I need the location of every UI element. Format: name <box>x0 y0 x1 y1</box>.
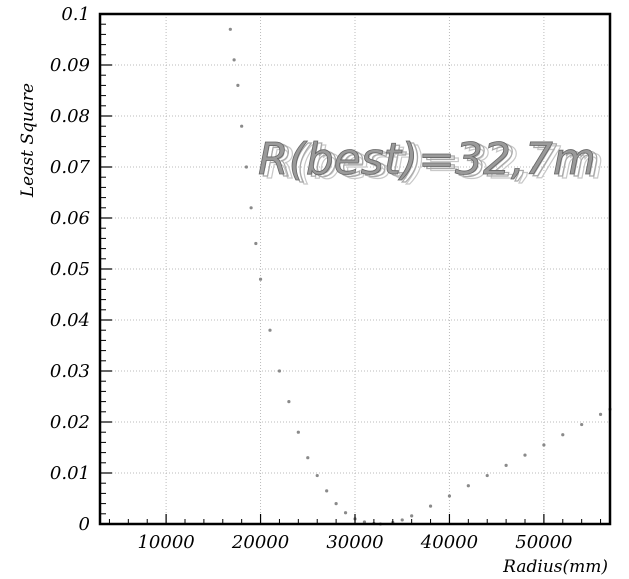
data-point <box>258 277 263 281</box>
y-axis: 0 0.01 0.02 0.03 0.04 0.05 0.06 0.07 0.08 0.09 0.1 <box>50 4 112 535</box>
data-point <box>542 443 546 447</box>
data-point <box>315 473 319 478</box>
y-tick-label: 0.04 <box>50 310 90 331</box>
data-point <box>296 430 300 434</box>
x-tick-label: 20000 <box>231 532 289 553</box>
data-series <box>228 27 612 526</box>
data-point <box>466 484 470 488</box>
data-point <box>268 328 272 332</box>
data-point <box>485 473 489 478</box>
data-point <box>523 453 527 457</box>
y-tick-label: 0.03 <box>50 361 90 382</box>
y-tick-label: 0.07 <box>50 157 91 178</box>
y-axis-title: Least Square <box>18 83 38 198</box>
x-axis-title: Radius(mm) <box>502 557 608 577</box>
data-point <box>244 165 248 169</box>
data-point <box>236 83 240 87</box>
annotation-shadow-1: R(best)=32,7m <box>262 136 600 187</box>
data-point <box>400 518 404 522</box>
y-tick-label: 0.09 <box>50 55 90 76</box>
y-tick-label: 0.02 <box>50 412 90 433</box>
data-point <box>232 58 236 62</box>
data-point <box>580 422 584 427</box>
annotation-text: R(best)=32,7m <box>258 134 596 185</box>
y-tick-label: 0.05 <box>50 259 90 280</box>
y-tick-label: 0 <box>79 514 90 535</box>
data-point <box>428 504 433 508</box>
data-point <box>249 206 253 210</box>
x-tick-label: 50000 <box>515 532 572 553</box>
x-axis: 10000 20000 30000 40000 50000 <box>108 514 602 553</box>
data-point <box>410 514 414 518</box>
data-point <box>287 400 291 404</box>
x-tick-label: 40000 <box>420 532 478 553</box>
data-point <box>343 511 348 515</box>
data-point <box>306 456 310 460</box>
data-point <box>447 494 452 498</box>
data-point <box>598 412 603 416</box>
data-point <box>277 369 282 373</box>
best-radius-annotation: R(best)=32,7m R(best)=32,7m R(best)=32,7… <box>258 134 605 190</box>
grid-lines <box>100 14 610 524</box>
data-point <box>561 433 565 437</box>
data-point <box>240 124 244 128</box>
data-point <box>325 489 329 493</box>
y-tick-label: 0.01 <box>50 463 90 484</box>
data-point <box>334 502 338 506</box>
y-tick-label: 0.06 <box>50 208 90 229</box>
y-tick-label: 0.08 <box>50 106 90 127</box>
data-point <box>228 27 232 31</box>
x-tick-label: 10000 <box>137 532 194 553</box>
data-point <box>504 463 508 467</box>
x-tick-label: 30000 <box>326 532 383 553</box>
data-point <box>254 241 258 246</box>
y-tick-label: 0.1 <box>61 4 90 25</box>
annotation-shadow-2: R(best)=32,7m <box>266 138 604 189</box>
